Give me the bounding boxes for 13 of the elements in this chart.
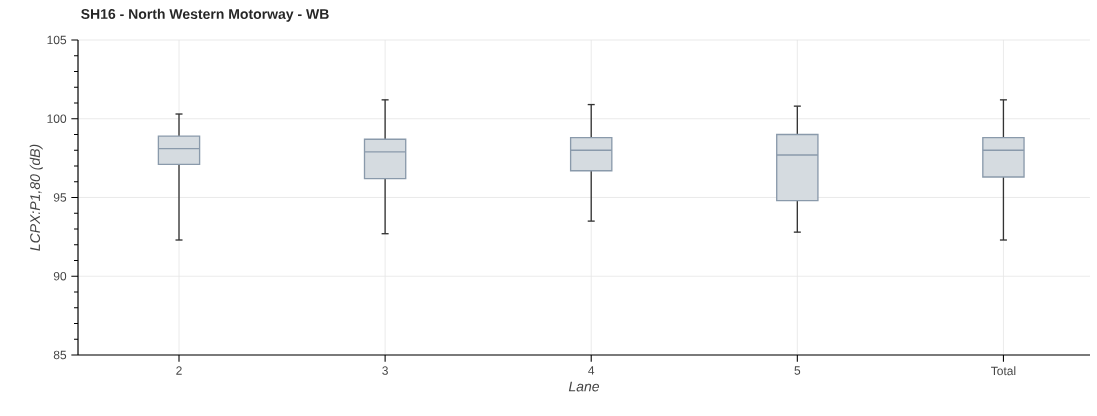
chart-title: SH16 - North Western Motorway - WB xyxy=(81,8,329,22)
x-tick-label: 3 xyxy=(382,366,388,375)
x-tick-label: 4 xyxy=(588,366,595,375)
y-tick-label: 105 xyxy=(47,35,67,45)
x-tick-label: Total xyxy=(991,366,1016,376)
y-tick-label: 85 xyxy=(53,350,67,360)
y-tick-label: 95 xyxy=(53,193,67,202)
y-tick-label: 90 xyxy=(53,271,67,281)
y-tick-label: 100 xyxy=(47,114,67,123)
x-axis-title: Lane xyxy=(568,381,600,392)
y-axis-title: LCPX:P1,80 (dB) xyxy=(29,144,43,251)
x-tick-label: 5 xyxy=(794,366,801,375)
x-tick-label: 2 xyxy=(176,366,182,375)
